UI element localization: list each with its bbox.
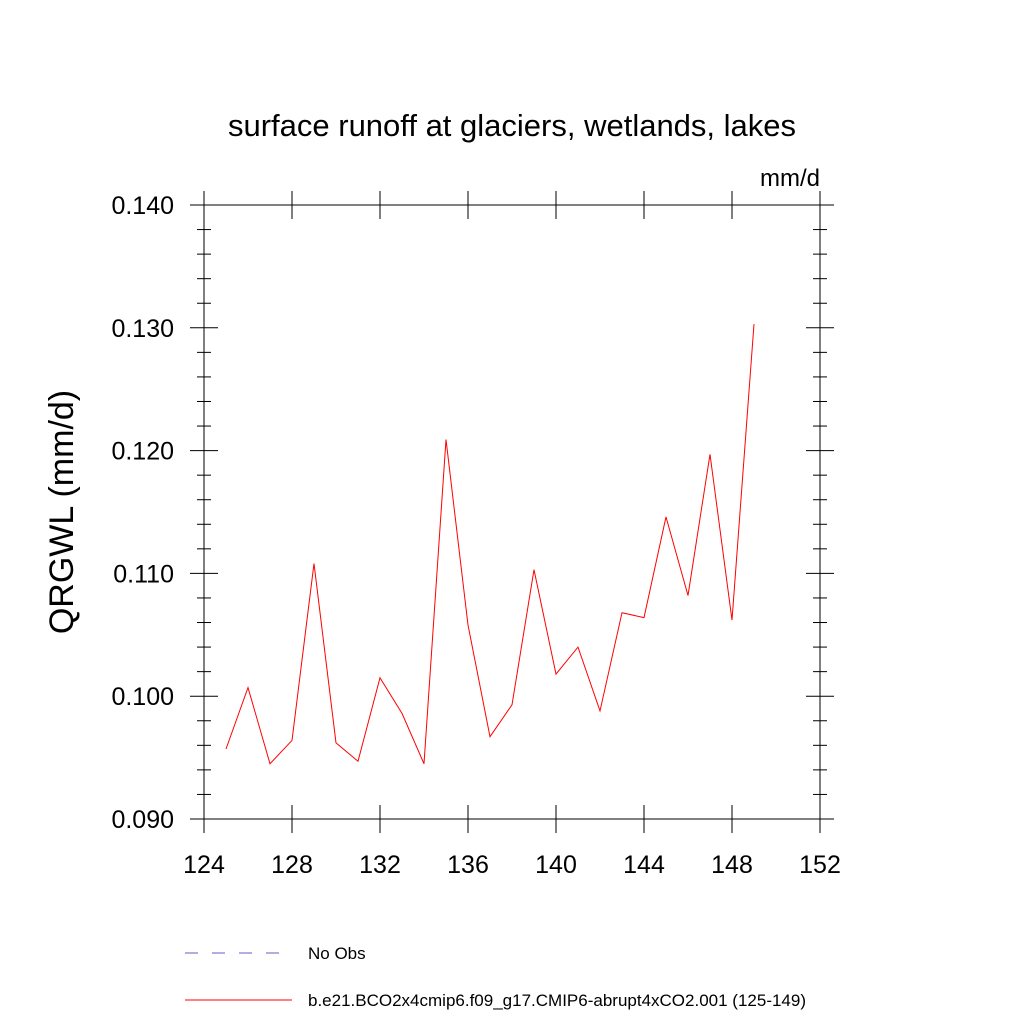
x-tick-label: 144: [623, 851, 665, 879]
series-lines: [225, 324, 755, 765]
legend-label: b.e21.BCO2x4cmip6.f09_g17.CMIP6-abrupt4x…: [308, 991, 806, 1010]
y-tick-label: 0.110: [113, 560, 174, 588]
y-tick-label: 0.140: [111, 192, 174, 220]
x-tick-label: 136: [447, 851, 489, 879]
y-tick-label: 0.090: [111, 806, 174, 834]
series-line: [225, 324, 755, 765]
y-axis-label: QRGWL (mm/d): [43, 390, 81, 634]
legend: No Obs b.e21.BCO2x4cmip6.f09_g17.CMIP6-ab…: [185, 944, 806, 1010]
plot-frame: [203, 204, 821, 820]
x-tick-label: 124: [183, 851, 225, 879]
x-tick-label: 132: [359, 851, 401, 879]
axis-tick-labels: 124 128 132 136 140 144 148 152 0.090 0.100 0.110 0…: [111, 192, 840, 879]
x-tick-label: 148: [711, 851, 753, 879]
y-tick-label: 0.100: [111, 683, 174, 711]
y-tick-label: 0.130: [111, 315, 174, 343]
x-tick-label: 128: [271, 851, 313, 879]
axis-ticks: [190, 191, 834, 833]
chart-title: surface runoff at glaciers, wetlands, la…: [228, 108, 796, 143]
x-tick-label: 140: [535, 851, 577, 879]
y-tick-label: 0.120: [111, 438, 174, 466]
legend-label: No Obs: [308, 944, 366, 963]
units-label: mm/d: [760, 165, 820, 192]
x-tick-label: 152: [799, 851, 841, 879]
